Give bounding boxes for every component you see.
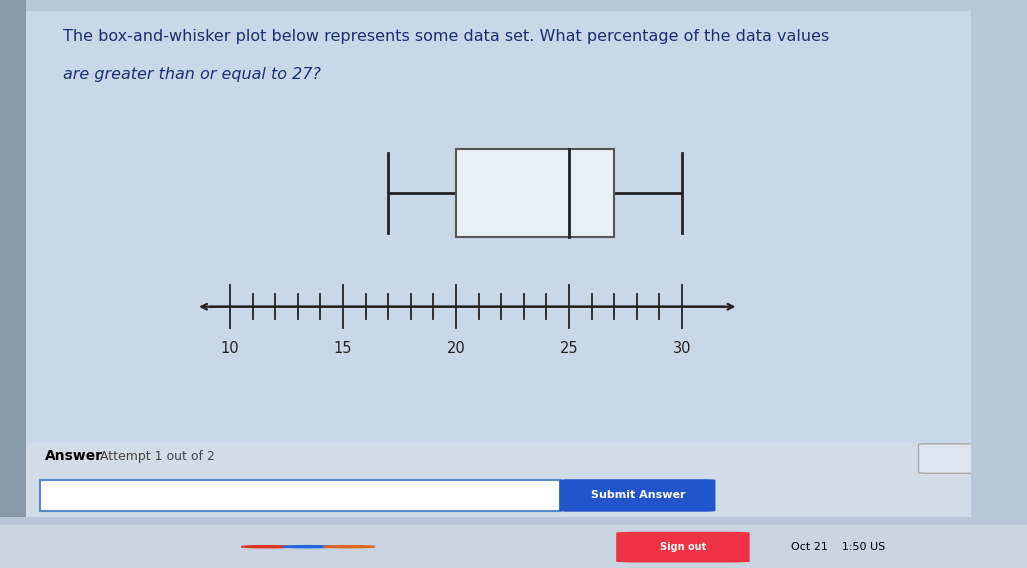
Text: are greater than or equal to 27?: are greater than or equal to 27? [64,68,321,82]
Bar [456,149,614,237]
FancyBboxPatch shape [560,479,716,512]
Text: 30: 30 [673,341,691,356]
Circle shape [324,546,375,548]
FancyBboxPatch shape [918,444,974,473]
Text: 15: 15 [334,341,352,356]
Text: Oct 21    1:50 US: Oct 21 1:50 US [791,542,885,552]
Circle shape [241,546,293,548]
Circle shape [282,546,334,548]
Text: 10: 10 [221,341,239,356]
Text: Answer: Answer [44,449,103,463]
Text: Submit Answer: Submit Answer [591,490,685,500]
FancyBboxPatch shape [40,479,560,511]
Text: 20: 20 [447,341,465,356]
Text: The box-and-whisker plot below represents some data set. What percentage of the : The box-and-whisker plot below represent… [64,28,830,44]
FancyBboxPatch shape [616,532,750,562]
Text: Attempt 1 out of 2: Attempt 1 out of 2 [91,450,215,463]
Text: Sign out: Sign out [659,542,707,552]
Text: Copyright ©2024 DeltaMath.com All Rights Reserved.   Privacy Policy | Terms of S: Copyright ©2024 DeltaMath.com All Rights… [26,528,424,537]
Text: 25: 25 [560,341,578,356]
